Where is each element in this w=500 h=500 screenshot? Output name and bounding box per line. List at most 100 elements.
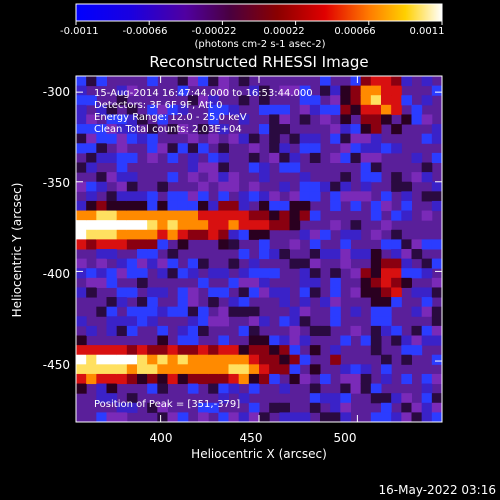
heatmap-cell <box>431 335 442 346</box>
heatmap-cell <box>126 133 138 144</box>
heatmap-cell <box>350 85 362 96</box>
heatmap-cell <box>187 172 199 183</box>
heatmap-cell <box>259 85 270 96</box>
heatmap-cell <box>411 172 423 183</box>
heatmap-cell <box>289 325 301 336</box>
heatmap-cell <box>248 181 260 192</box>
heatmap-cell <box>309 210 321 221</box>
heatmap-cell <box>279 316 290 327</box>
heatmap-cell <box>259 200 270 212</box>
x-tick-label: 500 <box>333 431 357 445</box>
heatmap-cell <box>187 162 199 173</box>
heatmap-cell <box>86 200 97 212</box>
heatmap-cell <box>106 124 118 135</box>
heatmap-cell <box>330 133 341 144</box>
heatmap-cell <box>340 181 351 192</box>
heatmap-cell <box>147 287 158 298</box>
heatmap-cell <box>126 373 138 385</box>
heatmap-cell <box>269 124 280 135</box>
heatmap-cell <box>86 114 97 125</box>
heatmap-cell <box>76 210 87 221</box>
heatmap-cell <box>370 114 382 125</box>
heatmap-cell <box>370 287 382 298</box>
heatmap-cell <box>228 364 240 375</box>
heatmap-cell <box>411 402 423 413</box>
heatmap-cell <box>96 354 107 365</box>
heatmap-cell <box>279 354 290 365</box>
heatmap-cell <box>126 239 138 250</box>
heatmap-cell <box>137 258 148 269</box>
heatmap-cell <box>269 268 280 279</box>
heatmap-cell <box>259 191 270 202</box>
heatmap-cell <box>350 104 362 115</box>
heatmap-cell <box>116 239 128 250</box>
heatmap-cell <box>381 325 392 336</box>
heatmap-cell <box>147 345 158 356</box>
heatmap-cell <box>259 345 270 356</box>
heatmap-cell <box>269 191 280 202</box>
heatmap-cell <box>360 268 372 279</box>
heatmap-cell <box>411 268 423 279</box>
heatmap-cell <box>370 306 382 317</box>
heatmap-cell <box>147 402 158 413</box>
heatmap-cell <box>350 383 362 394</box>
heatmap-cell <box>126 124 138 135</box>
heatmap-cell <box>86 325 97 336</box>
heatmap-cell <box>218 229 229 240</box>
heatmap-cell <box>391 172 402 183</box>
heatmap-cell <box>147 364 158 375</box>
heatmap-cell <box>106 104 118 115</box>
heatmap-cell <box>218 162 229 173</box>
colorbar-tick-label: -0.00066 <box>122 26 168 37</box>
heatmap-cell <box>391 393 402 404</box>
heatmap-cell <box>299 412 311 422</box>
heatmap-cell <box>391 124 402 135</box>
heatmap-cell <box>86 95 97 106</box>
heatmap-cell <box>340 229 351 240</box>
heatmap-cell <box>330 316 341 327</box>
heatmap-cell <box>228 133 240 144</box>
heatmap-cell <box>299 258 311 269</box>
heatmap-cell <box>218 143 229 154</box>
heatmap-cell <box>340 412 351 422</box>
heatmap-cell <box>431 85 442 96</box>
heatmap-cell <box>157 364 168 375</box>
heatmap-cell <box>76 383 87 394</box>
heatmap-cell <box>157 306 168 317</box>
heatmap-cell <box>421 393 433 404</box>
heatmap-cell <box>187 354 199 365</box>
heatmap-cell <box>259 210 270 221</box>
heatmap-cell <box>187 95 199 106</box>
detectors-annotation: Detectors: 3F 6F 9F, Att 0 <box>94 100 223 111</box>
heatmap-cell <box>289 152 301 163</box>
heatmap-cell <box>126 220 138 231</box>
heatmap-cell <box>76 76 87 87</box>
heatmap-cell <box>309 95 321 106</box>
heatmap-cell <box>187 191 199 202</box>
heatmap-cell <box>208 104 219 115</box>
heatmap-cell <box>116 268 128 279</box>
heatmap-cell <box>187 297 199 308</box>
heatmap-cell <box>218 239 229 250</box>
heatmap-cell <box>330 191 341 202</box>
heatmap-cell <box>208 373 219 385</box>
heatmap-cell <box>370 335 382 346</box>
heatmap-cell <box>279 200 290 212</box>
heatmap-cell <box>218 152 229 163</box>
heatmap-cell <box>299 191 311 202</box>
heatmap-cell <box>116 287 128 298</box>
heatmap-cell <box>340 364 351 375</box>
heatmap-cell <box>421 114 433 125</box>
heatmap-cell <box>177 345 189 356</box>
heatmap-cell <box>309 393 321 404</box>
heatmap-cell <box>167 104 179 115</box>
heatmap-cell <box>126 316 138 327</box>
heatmap-cell <box>431 200 442 212</box>
heatmap-cell <box>248 373 260 385</box>
x-tick-label: 400 <box>149 431 173 445</box>
heatmap-cell <box>218 287 229 298</box>
heatmap-cell <box>421 191 433 202</box>
heatmap-cell <box>208 76 219 87</box>
heatmap-cell <box>147 200 158 212</box>
heatmap-cell <box>279 249 290 260</box>
